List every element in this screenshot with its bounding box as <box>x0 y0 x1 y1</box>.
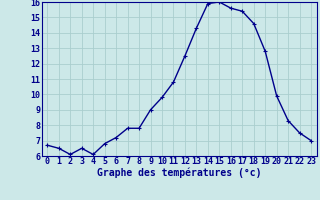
X-axis label: Graphe des températures (°c): Graphe des températures (°c) <box>97 168 261 178</box>
